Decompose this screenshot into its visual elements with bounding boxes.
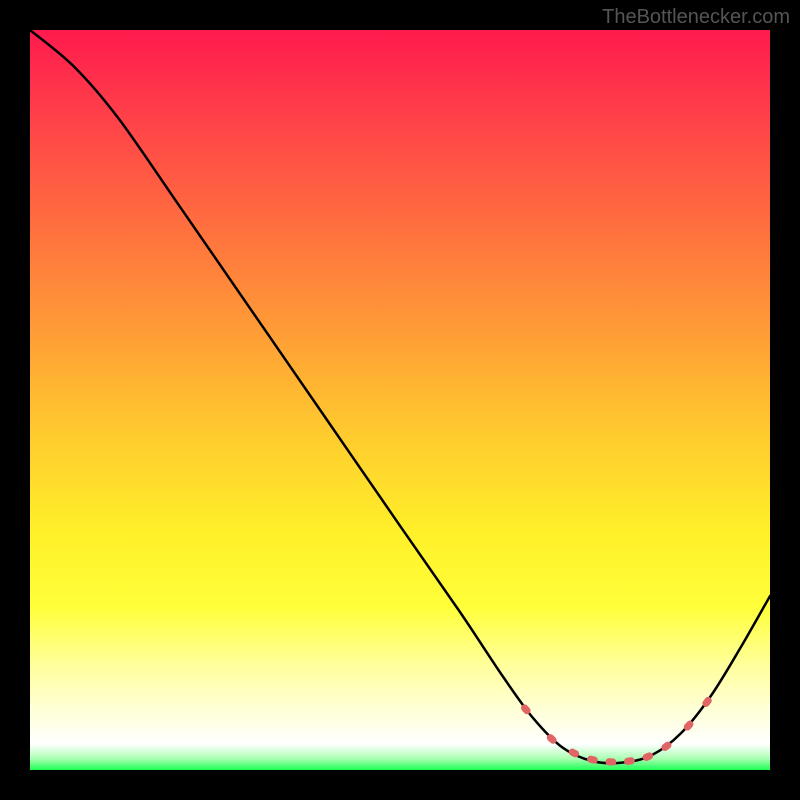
watermark-text: TheBottlenecker.com [602,6,790,29]
bottleneck-chart: TheBottlenecker.com [0,0,800,800]
gradient-background [30,30,770,770]
plot-area [30,30,770,770]
